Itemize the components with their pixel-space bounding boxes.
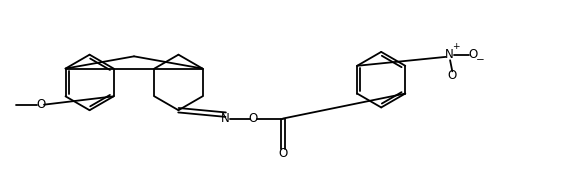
Text: +: +: [453, 42, 460, 51]
Text: O: O: [468, 48, 478, 61]
Text: O: O: [36, 98, 45, 111]
Text: −: −: [477, 55, 485, 65]
Text: N: N: [222, 112, 230, 125]
Text: O: O: [448, 69, 457, 82]
Text: O: O: [278, 147, 287, 160]
Text: N: N: [445, 48, 454, 61]
Text: O: O: [249, 112, 258, 125]
